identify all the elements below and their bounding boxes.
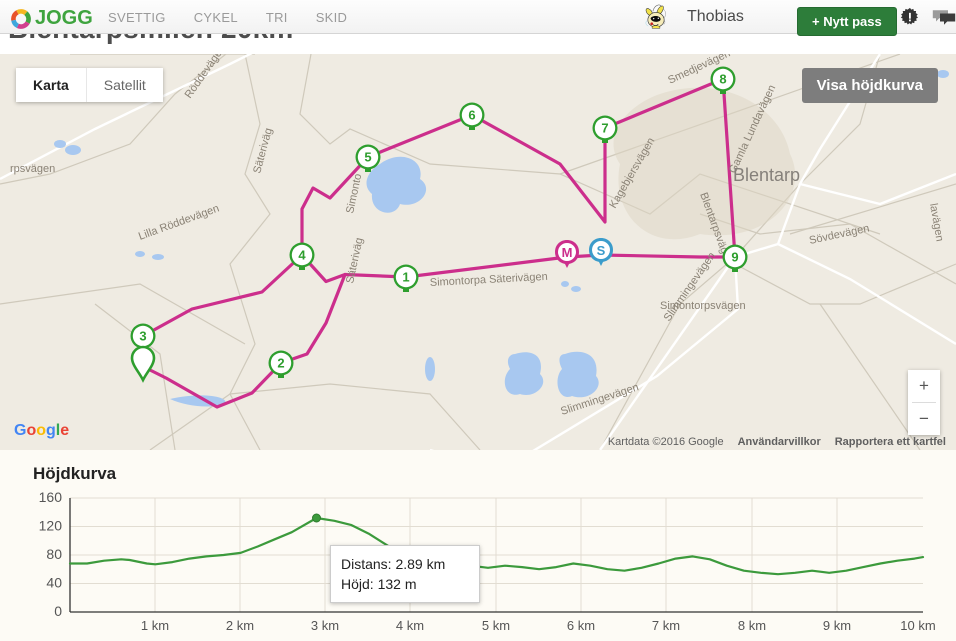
svg-text:S: S (597, 243, 606, 258)
svg-text:rpsvägen: rpsvägen (10, 163, 55, 175)
svg-text:3 km: 3 km (311, 618, 339, 633)
svg-text:2 km: 2 km (226, 618, 254, 633)
svg-text:1: 1 (402, 270, 409, 285)
svg-text:Blentarp: Blentarp (733, 165, 800, 185)
svg-text:M: M (562, 245, 573, 260)
svg-text:6: 6 (468, 108, 475, 123)
svg-text:7: 7 (601, 121, 608, 136)
svg-text:0: 0 (54, 603, 62, 619)
svg-text:4 km: 4 km (396, 618, 424, 633)
svg-text:Slimmingevägen: Slimmingevägen (662, 250, 718, 324)
svg-text:7 km: 7 km (652, 618, 680, 633)
svg-text:8: 8 (719, 72, 726, 87)
svg-text:2: 2 (277, 356, 284, 371)
svg-text:8 km: 8 km (738, 618, 766, 633)
svg-text:lavägen: lavägen (927, 202, 946, 242)
svg-text:1 km: 1 km (141, 618, 169, 633)
svg-text:40: 40 (46, 575, 62, 591)
svg-text:Säteriväg: Säteriväg (251, 127, 275, 175)
svg-text:80: 80 (46, 546, 62, 562)
svg-text:Simontorpa Säterivägen: Simontorpa Säterivägen (430, 271, 548, 289)
svg-text:120: 120 (39, 518, 63, 534)
svg-text:5 km: 5 km (482, 618, 510, 633)
svg-text:Röddevägen: Röddevägen (183, 54, 229, 101)
svg-text:Säteriväg: Säteriväg (344, 237, 365, 285)
svg-text:10 km: 10 km (900, 618, 935, 633)
svg-text:5: 5 (364, 150, 371, 165)
svg-text:6 km: 6 km (567, 618, 595, 633)
svg-text:4: 4 (298, 248, 306, 263)
svg-text:3: 3 (139, 329, 146, 344)
svg-text:Lilla Röddevägen: Lilla Röddevägen (137, 202, 221, 242)
svg-text:9: 9 (731, 250, 738, 265)
svg-text:160: 160 (39, 489, 63, 505)
svg-text:9 km: 9 km (823, 618, 851, 633)
